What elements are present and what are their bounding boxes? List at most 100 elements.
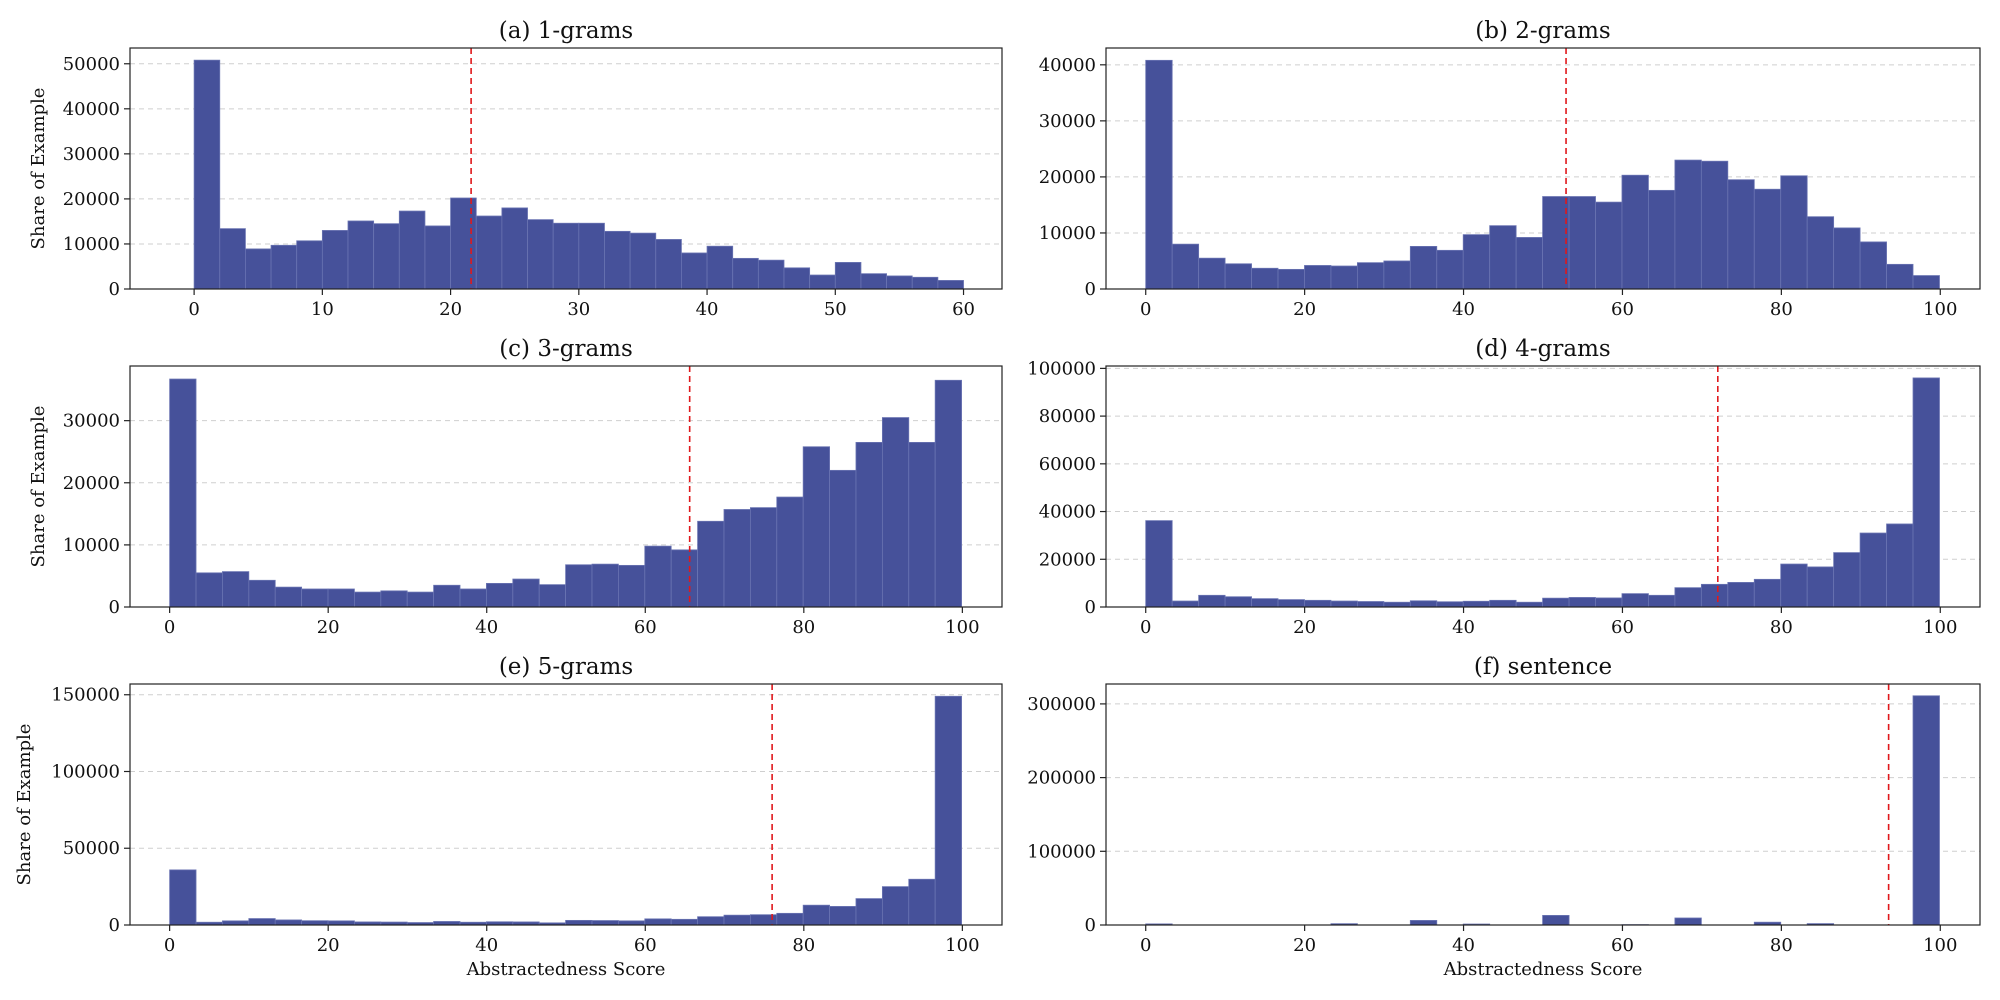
histogram-bar: [1542, 915, 1570, 926]
histogram-bar: [501, 207, 528, 290]
x-tick-label: 60: [634, 617, 657, 638]
axes-frame: [1105, 365, 1981, 608]
x-tick-label: 0: [1140, 617, 1151, 638]
y-tick-label: 40000: [63, 99, 120, 120]
x-tick-label: 100: [945, 935, 979, 956]
histogram-bar: [450, 197, 477, 290]
x-tick-label: 0: [1140, 935, 1151, 956]
histogram-bar: [1304, 265, 1332, 290]
histogram-bar: [512, 578, 540, 608]
y-tick-label: 80000: [1039, 406, 1096, 427]
x-tick-label: 20: [1293, 299, 1316, 320]
histogram-bar: [1356, 601, 1385, 608]
histogram-bar: [757, 259, 785, 290]
x-tick-label: 80: [792, 617, 815, 638]
x-tick-label: 60: [1611, 299, 1634, 320]
histogram-bar: [1251, 267, 1279, 290]
y-tick-label: 40000: [1039, 55, 1096, 76]
y-tick-label: 0: [109, 597, 120, 618]
histogram-bar: [1251, 598, 1279, 608]
histogram-bar: [578, 222, 605, 290]
histogram-bar: [776, 496, 804, 608]
histogram-bar: [802, 446, 830, 608]
histogram-bar: [697, 916, 725, 926]
x-tick-label: 100: [945, 617, 979, 638]
histogram-bar: [301, 920, 329, 926]
histogram-bar: [1700, 160, 1729, 290]
histogram-bar: [908, 878, 936, 926]
histogram-bar: [829, 906, 857, 926]
histogram-bar: [1674, 159, 1702, 290]
histogram-bar: [1489, 599, 1517, 608]
subplot-title: (b) 2-grams: [1475, 18, 1610, 44]
histogram-bar: [881, 886, 910, 926]
y-tick-label: 10000: [1039, 223, 1096, 244]
x-tick-label: 40: [1452, 617, 1475, 638]
y-tick-label: 150000: [51, 685, 120, 706]
y-tick-label: 30000: [63, 411, 120, 432]
subplot-1: 0 10 20 30 40 50 60 0 10000 20000 30000 40000 50000 (…: [28, 18, 1003, 320]
histogram-bar: [937, 280, 964, 290]
histogram-bar: [406, 591, 435, 608]
x-tick-label: 60: [634, 935, 657, 956]
histogram-bar: [1224, 263, 1252, 290]
histogram-bar: [1674, 587, 1702, 608]
x-tick-label: 40: [1452, 299, 1475, 320]
x-tick-label: 10: [311, 299, 334, 320]
histogram-bar: [809, 274, 836, 290]
histogram-bar: [644, 918, 672, 926]
histogram-bar: [398, 210, 426, 290]
histogram-bar: [855, 898, 883, 926]
histogram-bar: [1595, 201, 1623, 290]
x-tick-label: 40: [696, 299, 719, 320]
histogram-bar: [1648, 189, 1676, 290]
histogram-bar: [1912, 275, 1940, 290]
histogram-bar: [552, 222, 580, 290]
histogram-bar: [222, 920, 250, 926]
histogram-bar: [1833, 552, 1861, 608]
y-tick-label: 30000: [63, 144, 120, 165]
histogram-bar: [1806, 216, 1835, 290]
histogram-bar: [380, 590, 408, 608]
histogram-bar: [644, 545, 672, 608]
x-tick-label: 60: [1611, 935, 1634, 956]
x-tick-label: 20: [317, 935, 340, 956]
histogram-bar: [1912, 695, 1940, 926]
histogram-bar: [475, 215, 503, 290]
histogram-bar: [591, 920, 619, 926]
x-tick-label: 80: [1770, 299, 1793, 320]
histogram-bar: [1912, 377, 1940, 608]
x-tick-label: 60: [952, 299, 975, 320]
x-tick-label: 0: [164, 617, 175, 638]
axes-frame: [1105, 47, 1981, 290]
histogram-bar: [1727, 582, 1755, 608]
y-tick-label: 20000: [1039, 549, 1096, 570]
histogram-bar: [655, 239, 682, 290]
x-tick-label: 0: [1140, 299, 1151, 320]
y-tick-label: 10000: [63, 234, 120, 255]
x-tick-label: 60: [1611, 617, 1634, 638]
y-tick-label: 0: [1085, 597, 1096, 618]
histogram-bar: [1780, 563, 1808, 608]
y-tick-label: 50000: [63, 838, 120, 859]
y-tick-label: 20000: [63, 473, 120, 494]
histogram-bar: [1198, 594, 1226, 608]
histogram-bar: [1542, 196, 1570, 290]
subplot-2: 0 20 40 60 80 100 0 10000 20000 30000 40000 (b) 2-g…: [1039, 18, 1981, 320]
histogram-bar: [1224, 596, 1252, 608]
histogram-bar: [855, 441, 883, 608]
y-tick-label: 100000: [1027, 841, 1096, 862]
histogram-bar: [670, 549, 698, 608]
histogram-bar: [1171, 600, 1200, 608]
histogram-bar: [706, 245, 734, 290]
axes-frame: [1105, 683, 1981, 926]
x-axis-label: Abstractedness Score: [466, 959, 666, 980]
histogram-bar: [1515, 601, 1544, 608]
histogram-bar: [169, 869, 197, 926]
histogram-bar: [802, 904, 830, 926]
histogram-bar: [1568, 196, 1596, 290]
histogram-bar: [749, 507, 778, 608]
histogram-bar: [1145, 59, 1173, 290]
subplot-title: (d) 4-grams: [1475, 336, 1610, 362]
